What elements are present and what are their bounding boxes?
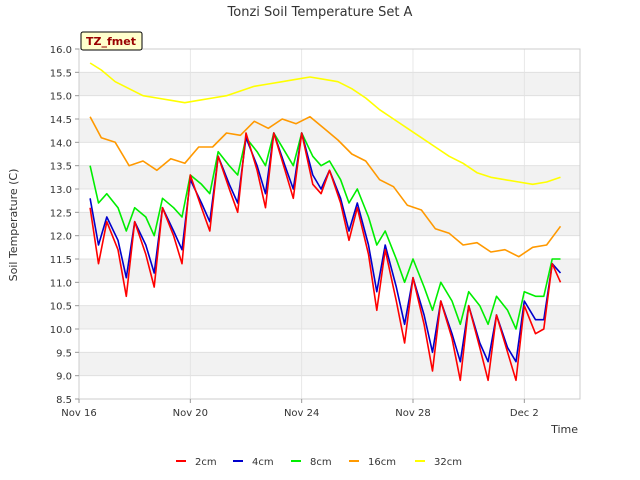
legend-item-8cm: 8cm — [291, 457, 332, 468]
y-tick-label: 16.0 — [50, 45, 72, 56]
y-axis-label: Soil Temperature (C) — [7, 169, 20, 282]
plot-band — [79, 49, 580, 73]
x-tick-label: Nov 16 — [61, 408, 96, 419]
plot-band — [79, 235, 580, 259]
legend-label: 32cm — [434, 457, 462, 468]
legend-item-4cm: 4cm — [233, 457, 274, 468]
y-tick-label: 9.5 — [56, 348, 72, 359]
legend-label: 4cm — [252, 457, 274, 468]
plot-background-bands — [79, 49, 580, 399]
y-tick-label: 10.5 — [50, 302, 72, 313]
y-tick-label: 14.5 — [50, 115, 72, 126]
plot-band — [79, 329, 580, 353]
plot-band — [79, 72, 580, 96]
legend-label: 16cm — [368, 457, 396, 468]
y-tick-label: 9.0 — [56, 372, 72, 383]
legend-item-32cm: 32cm — [415, 457, 462, 468]
plot-band — [79, 189, 580, 213]
y-tick-label: 11.0 — [50, 278, 72, 289]
plot-band — [79, 352, 580, 376]
chart-title: Tonzi Soil Temperature Set A — [227, 5, 413, 20]
y-tick-label: 13.0 — [50, 185, 72, 196]
legend-item-16cm: 16cm — [349, 457, 396, 468]
plot-band — [79, 165, 580, 189]
plot-band — [79, 95, 580, 119]
site-label-text: TZ_fmet — [86, 35, 136, 48]
y-tick-label: 8.5 — [56, 395, 72, 406]
plot-band — [79, 259, 580, 283]
plot-band — [79, 375, 580, 399]
x-tick-label: Nov 24 — [284, 408, 319, 419]
y-tick-label: 11.5 — [50, 255, 72, 266]
plot-band — [79, 305, 580, 329]
x-axis-label: Time — [550, 423, 578, 436]
x-axis-ticks: Nov 16 Nov 20 Nov 24 Nov 28 Dec 2 — [61, 399, 539, 419]
x-tick-label: Nov 28 — [395, 408, 430, 419]
x-tick-label: Dec 2 — [510, 408, 539, 419]
plot-frame — [78, 48, 581, 400]
plot-band — [79, 119, 580, 143]
y-tick-label: 15.5 — [50, 68, 72, 79]
y-tick-label: 12.0 — [50, 232, 72, 243]
series-line-2cm — [89, 132, 562, 382]
legend-label: 8cm — [310, 457, 332, 468]
x-tick-label: Nov 20 — [173, 408, 208, 419]
y-tick-label: 13.5 — [50, 162, 72, 173]
series-line-16cm — [89, 115, 562, 258]
plot-band — [79, 282, 580, 306]
series-line-8cm — [89, 132, 561, 330]
site-label-box — [80, 31, 143, 51]
legend-label: 2cm — [195, 457, 217, 468]
series-line-32cm — [89, 62, 561, 186]
y-axis-ticks: 8.5 9.0 9.5 10.0 10.5 11.0 11.5 12.0 12.5 13.0 13.… — [50, 45, 79, 406]
y-tick-label: 10.0 — [50, 325, 72, 336]
y-tick-label: 15.0 — [50, 92, 72, 103]
plot-band — [79, 212, 580, 236]
series-lines — [89, 62, 562, 382]
y-tick-label: 12.5 — [50, 208, 72, 219]
y-tick-label: 14.0 — [50, 138, 72, 149]
legend: 2cm 4cm 8cm 16cm 32cm — [176, 457, 462, 468]
site-label-badge: TZ_fmet — [80, 31, 143, 51]
legend-item-2cm: 2cm — [176, 457, 217, 468]
